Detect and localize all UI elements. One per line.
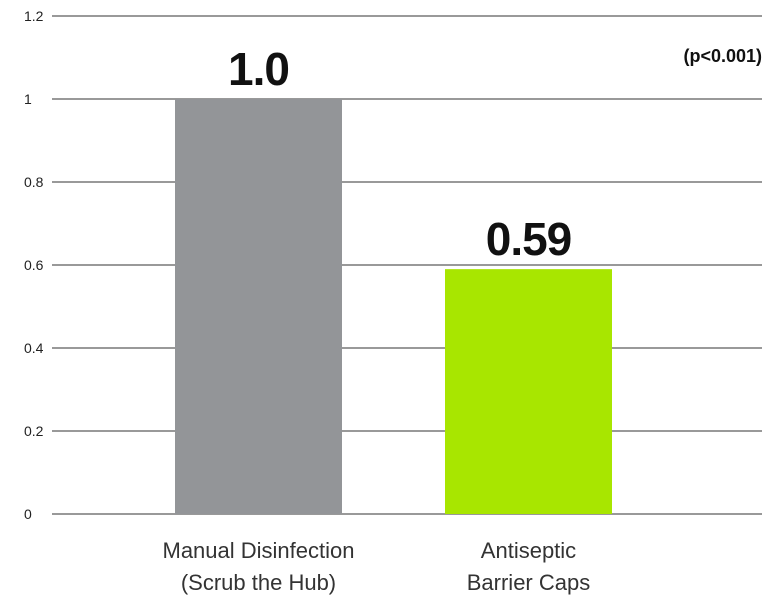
x-category-label: Manual Disinfection bbox=[163, 538, 355, 563]
bars bbox=[175, 99, 612, 514]
x-category-label: (Scrub the Hub) bbox=[181, 570, 336, 595]
bar bbox=[445, 269, 612, 514]
x-category-label: Antiseptic bbox=[481, 538, 576, 563]
bar-value-label: 1.0 bbox=[228, 43, 289, 95]
y-tick-label: 0.2 bbox=[24, 423, 44, 439]
x-category-label: Barrier Caps bbox=[467, 570, 590, 595]
gridlines bbox=[52, 15, 762, 515]
y-tick-label: 0 bbox=[24, 506, 32, 522]
y-tick-label: 1.2 bbox=[24, 8, 44, 24]
y-tick-label: 1 bbox=[24, 91, 32, 107]
y-tick-label: 0.4 bbox=[24, 340, 44, 356]
y-tick-label: 0.6 bbox=[24, 257, 44, 273]
y-tick-label: 0.8 bbox=[24, 174, 44, 190]
labels: 0 0.2 0.4 0.6 0.8 1 1.2 1.0 Manual Disinfection (… bbox=[24, 8, 590, 595]
bar-value-label: 0.59 bbox=[486, 213, 572, 265]
bar bbox=[175, 99, 342, 514]
p-value-annotation: (p<0.001) bbox=[683, 46, 762, 66]
